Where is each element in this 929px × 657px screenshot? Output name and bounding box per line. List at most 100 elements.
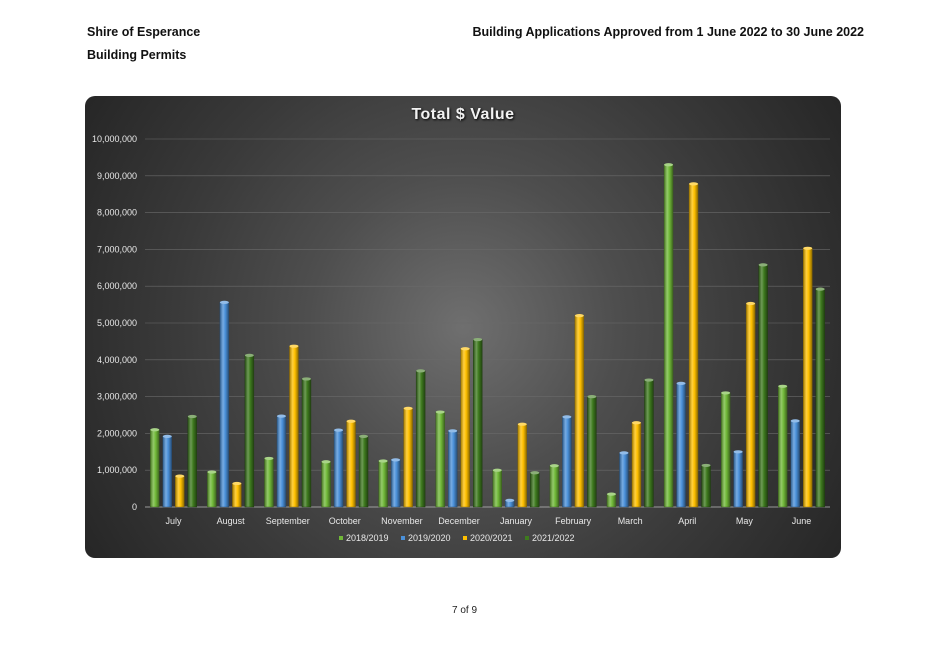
legend-label: 2019/2020	[408, 533, 451, 543]
bar	[276, 415, 287, 508]
bar	[207, 471, 217, 508]
x-tick-label: June	[792, 516, 812, 526]
legend-swatch	[525, 536, 529, 540]
bar	[289, 345, 299, 508]
department-name: Building Permits	[87, 48, 187, 62]
bar-top	[435, 410, 445, 414]
y-tick-label: 7,000,000	[97, 244, 137, 254]
bar-top	[803, 246, 813, 250]
bar-top	[359, 434, 369, 438]
bar-top	[587, 395, 597, 399]
bar	[403, 408, 413, 508]
bar	[358, 436, 369, 508]
bar	[574, 315, 585, 508]
y-tick-label: 5,000,000	[97, 318, 137, 328]
bar-top	[746, 301, 756, 306]
x-tick-label: May	[736, 516, 754, 526]
bar-top	[631, 421, 641, 425]
x-tick-label: November	[381, 516, 423, 526]
bar	[676, 383, 686, 508]
bar-chart: 0 1,000,000 2,000,000 3,000,000 4,000,000 5,0…	[92, 134, 830, 543]
y-tick-label: 4,000,000	[97, 355, 137, 365]
bar	[803, 248, 813, 508]
bar-top	[264, 456, 274, 461]
y-tick-label: 3,000,000	[97, 392, 137, 402]
bar-top	[175, 474, 185, 478]
bar	[232, 483, 242, 508]
bar-top	[460, 347, 470, 351]
bar-top	[505, 498, 515, 502]
bar-top	[207, 470, 217, 474]
bar-top	[574, 314, 584, 318]
y-tick-label: 6,000,000	[97, 281, 137, 291]
bar-top	[244, 353, 254, 357]
legend-swatch	[463, 536, 467, 540]
bar	[460, 348, 470, 508]
page-number: 7 of 9	[451, 605, 478, 616]
bar-top	[530, 471, 540, 475]
organisation-name: Shire of Esperance	[87, 25, 201, 39]
bar	[549, 465, 560, 508]
bar-top	[321, 460, 331, 464]
bar	[435, 411, 445, 508]
bar	[378, 460, 388, 508]
y-tick-label: 2,000,000	[97, 428, 137, 438]
y-tick-label: 0	[132, 502, 137, 512]
x-tick-label: August	[217, 516, 246, 526]
bar	[346, 421, 356, 508]
bar	[244, 355, 255, 508]
chart-panel: 0 1,000,000 2,000,000 3,000,000 4,000,000 5,0…	[85, 96, 841, 558]
bar-top	[778, 384, 788, 388]
bar	[758, 264, 768, 508]
bar-top	[232, 481, 242, 486]
legend-swatch	[339, 536, 343, 540]
bar	[701, 465, 711, 508]
bar-top	[150, 428, 160, 432]
legend-swatch	[401, 536, 405, 540]
bar	[187, 416, 197, 508]
bar	[448, 430, 458, 508]
bar	[587, 396, 597, 508]
bar-top	[289, 344, 299, 348]
bar-top	[219, 300, 229, 304]
bar	[150, 429, 160, 508]
bar-top	[301, 377, 311, 381]
bar	[473, 339, 483, 508]
bar-top	[378, 459, 388, 463]
bar	[644, 379, 654, 508]
bar-top	[162, 434, 172, 438]
bar-top	[549, 464, 559, 468]
y-tick-label: 9,000,000	[97, 171, 137, 181]
bar-top	[790, 419, 800, 423]
bar	[778, 386, 788, 508]
x-tick-label: April	[678, 516, 696, 526]
bar-top	[346, 419, 356, 423]
y-tick-label: 8,000,000	[97, 208, 137, 218]
bar-top	[334, 428, 344, 432]
bar-top	[391, 458, 401, 462]
bar	[562, 416, 572, 508]
bar-top	[758, 263, 768, 267]
bar-top	[473, 337, 483, 342]
bar-top	[644, 378, 654, 382]
bar-top	[733, 450, 743, 454]
bar	[631, 422, 642, 508]
x-tick-label: February	[555, 516, 592, 526]
bar	[301, 378, 312, 508]
bar-top	[562, 415, 572, 419]
bar	[264, 458, 274, 508]
bar	[663, 164, 674, 508]
bar	[745, 303, 756, 508]
bar-top	[619, 451, 629, 455]
x-tick-label: January	[500, 516, 533, 526]
bar	[492, 470, 502, 508]
bar	[162, 436, 172, 508]
bar-top	[815, 287, 825, 291]
legend-label: 2018/2019	[346, 533, 389, 543]
bar-top	[187, 414, 197, 419]
bar-top	[664, 163, 674, 167]
x-tick-label: September	[266, 516, 310, 526]
x-tick-label: March	[618, 516, 643, 526]
y-tick-label: 1,000,000	[97, 465, 137, 475]
bar	[530, 472, 540, 508]
